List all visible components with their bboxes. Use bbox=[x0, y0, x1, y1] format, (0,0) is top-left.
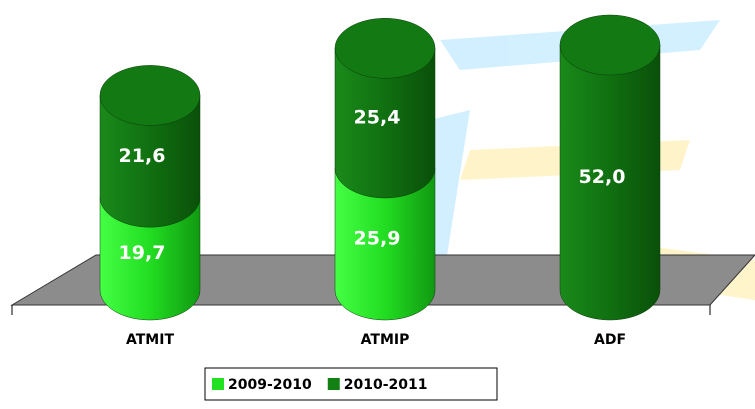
cylinder-segment bbox=[334, 167, 436, 321]
cylinder-segment bbox=[99, 95, 201, 228]
value-label: 25,9 bbox=[354, 227, 401, 249]
legend-swatch bbox=[212, 378, 224, 390]
cylinder-segment bbox=[334, 48, 436, 199]
legend-swatch bbox=[327, 378, 340, 390]
x-tick-label: ADF bbox=[594, 332, 626, 348]
legend-label: 2010-2011 bbox=[344, 377, 428, 393]
cylinder-segment bbox=[99, 196, 201, 321]
cylinder-top bbox=[334, 18, 436, 79]
x-tick-label: ATMIP bbox=[361, 332, 410, 348]
cylinder-top bbox=[559, 14, 661, 76]
value-label: 19,7 bbox=[119, 242, 166, 264]
value-label: 25,4 bbox=[354, 107, 401, 129]
cylinder-segment bbox=[559, 44, 661, 321]
x-tick-label: ATMIT bbox=[126, 332, 174, 348]
value-label: 21,6 bbox=[119, 145, 166, 167]
value-label: 52,0 bbox=[579, 166, 626, 188]
legend-label: 2009-2010 bbox=[228, 377, 312, 393]
cylinder-top bbox=[99, 65, 201, 126]
legend bbox=[204, 367, 498, 401]
